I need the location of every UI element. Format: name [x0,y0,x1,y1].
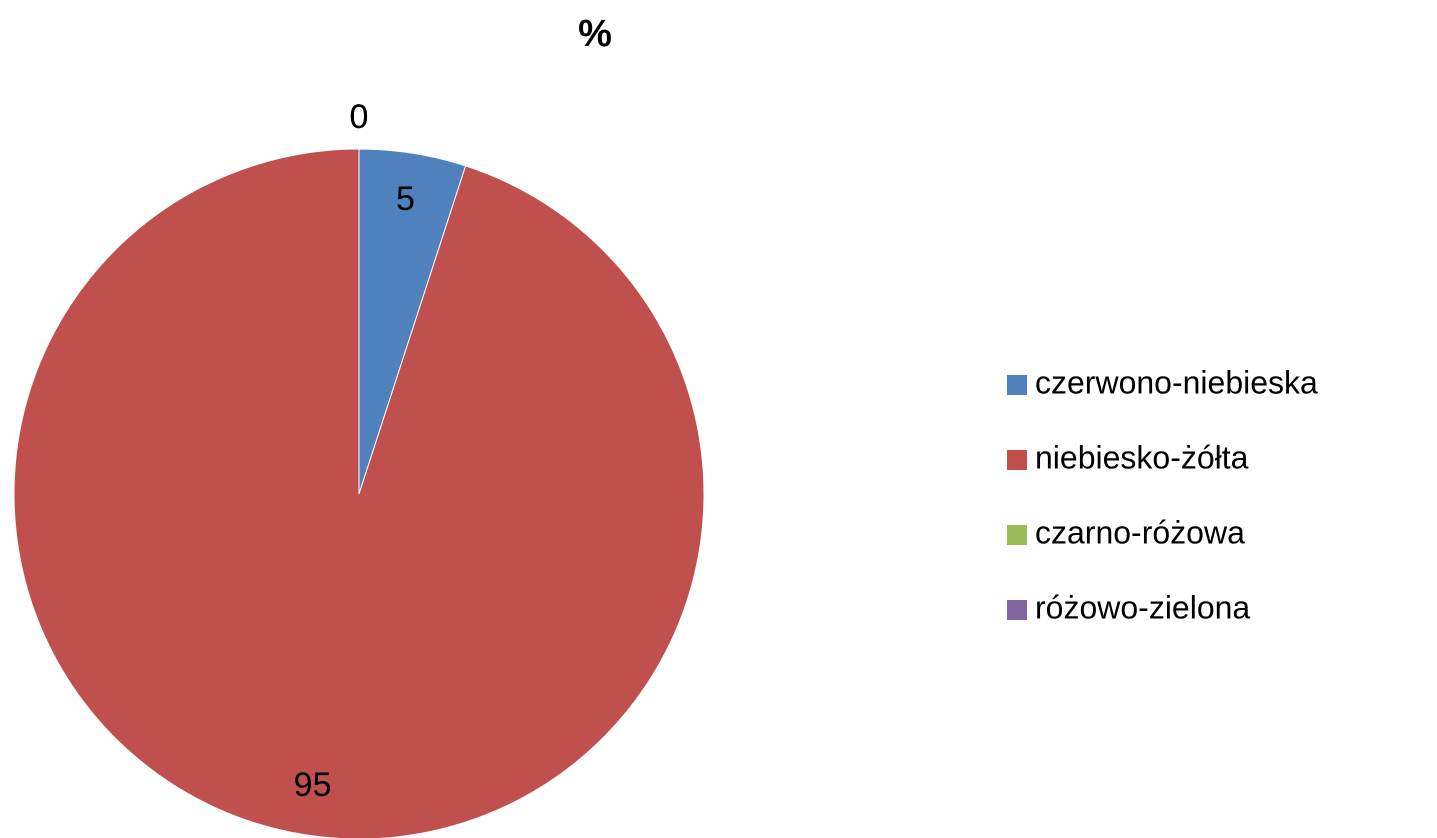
data-label: 0 [350,98,369,136]
data-label: 5 [396,180,415,218]
legend-swatch [1007,525,1027,545]
pie-slice [13,148,705,838]
legend-swatch [1007,600,1027,620]
legend-swatch [1007,450,1027,470]
legend-label: czarno-różowa [1035,514,1245,550]
data-label: 95 [294,766,332,804]
legend-label: różowo-zielona [1035,589,1250,625]
legend-swatch [1007,375,1027,395]
legend-label: czerwono-niebieska [1035,364,1318,400]
data-label: 0 [350,98,369,136]
chart-title: % [578,13,612,55]
legend-label: niebiesko-żółta [1035,439,1249,475]
